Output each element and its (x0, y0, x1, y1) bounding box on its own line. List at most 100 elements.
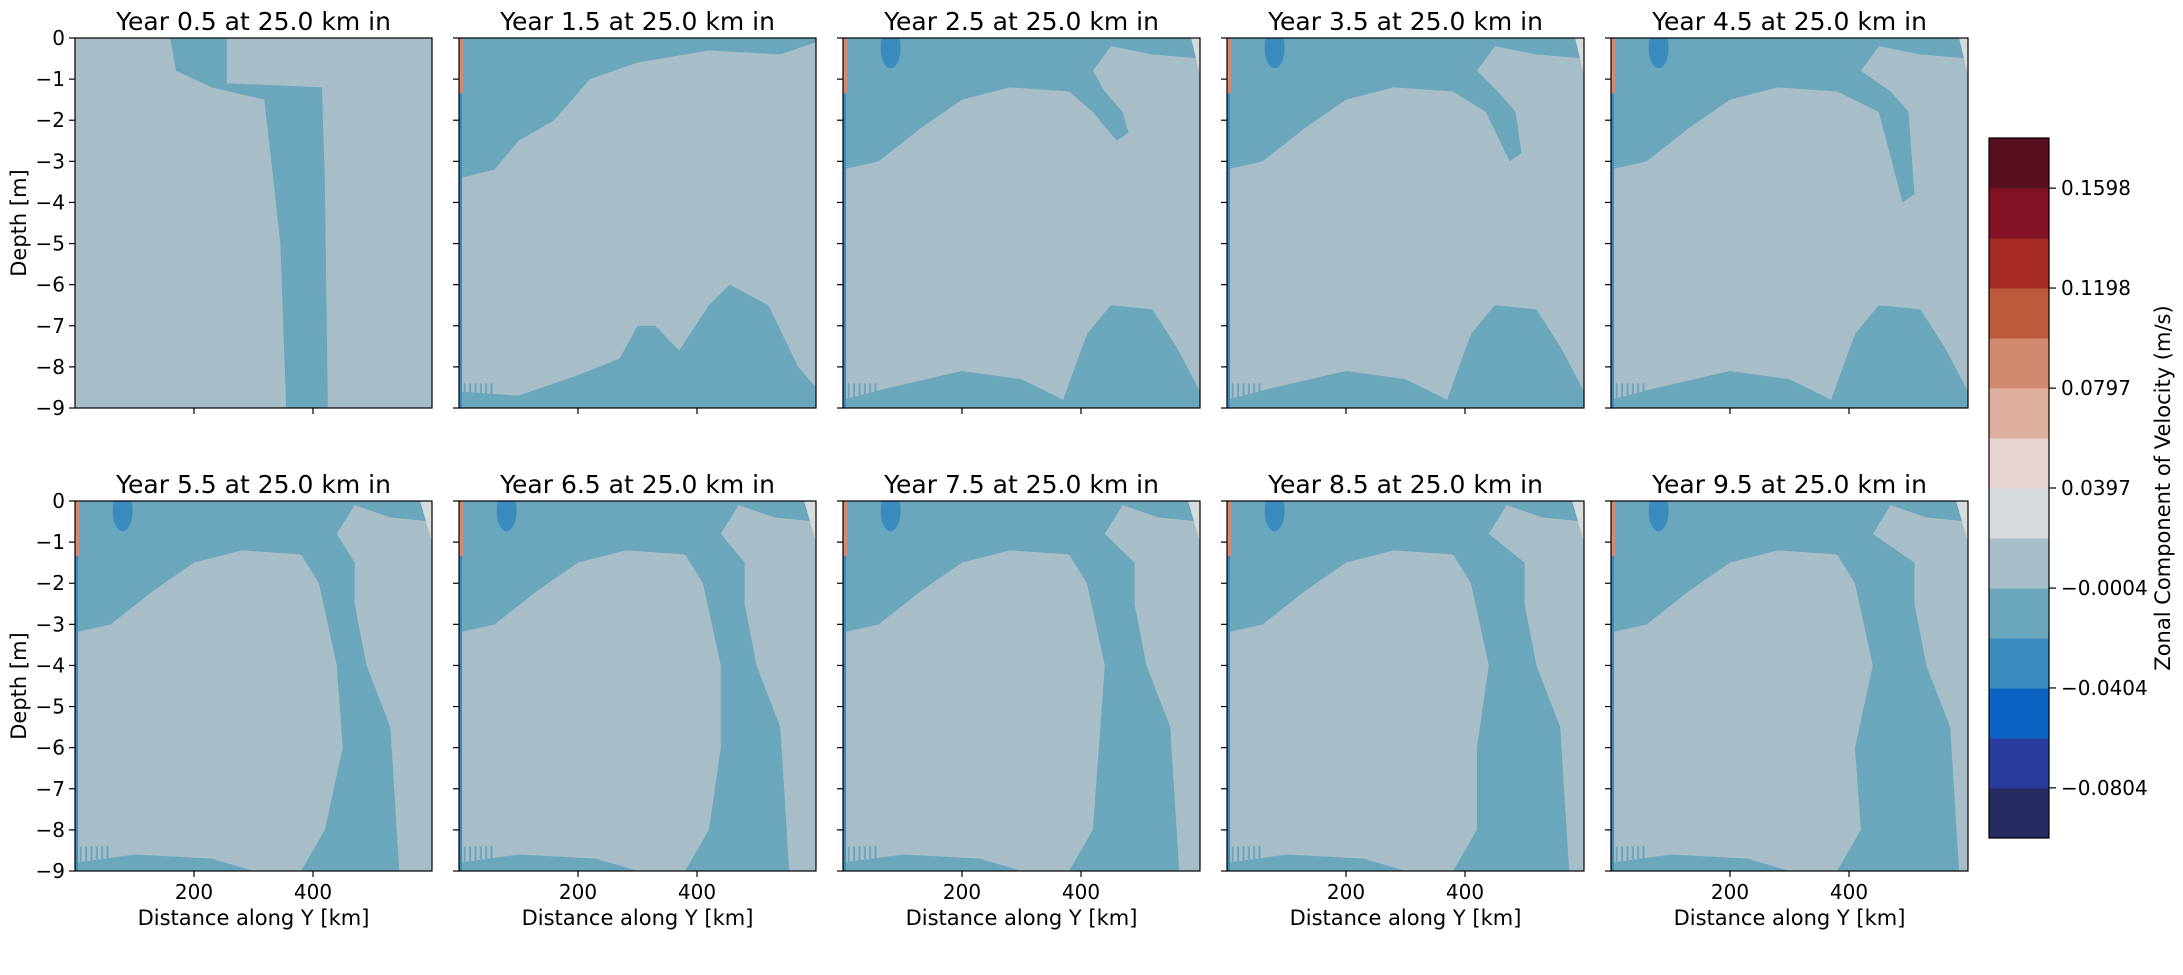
y-tick-label: −8 (36, 818, 65, 842)
bottom-band (1611, 854, 1790, 871)
surface-band (1227, 501, 1584, 871)
corner-positive (804, 501, 816, 543)
boundary-stripe (1258, 846, 1261, 871)
y-tick-label: −1 (36, 530, 65, 554)
edge-strip-warm (1227, 501, 1231, 556)
boundary-stripe (858, 846, 861, 871)
boundary-stripe (106, 846, 109, 871)
boundary-stripe (1621, 501, 1624, 600)
boundary-stripe (1642, 501, 1645, 567)
surface-band (1611, 501, 1968, 871)
boundary-stripe (847, 383, 850, 408)
bottom-band (843, 854, 1022, 871)
panel-title: Year 3.5 at 25.0 km in (1267, 7, 1543, 36)
panel-4: Year 3.5 at 25.0 km in (1221, 7, 1585, 414)
y-tick-label: −7 (36, 314, 65, 338)
panel-3: Year 2.5 at 25.0 km in (837, 7, 1201, 414)
boundary-stripe (1615, 38, 1618, 145)
boundary-stripe (1626, 383, 1629, 408)
boundary-stripe (858, 383, 861, 408)
colorbar-segment (1989, 438, 2049, 489)
panel-title: Year 8.5 at 25.0 km in (1267, 470, 1543, 499)
axes-frame (1610, 500, 1969, 872)
boundary-stripe (1626, 846, 1629, 871)
surface-band (459, 501, 816, 871)
y-axis-label: Depth [m] (7, 169, 31, 276)
axes-frame (74, 500, 433, 872)
y-tick-label: −9 (36, 859, 65, 883)
boundary-stripe (1258, 383, 1261, 408)
colorbar-tick-label: 0.1198 (2061, 276, 2131, 300)
y-tick-label: −2 (36, 108, 65, 132)
boundary-stripe (90, 501, 93, 592)
boundary-stripe (869, 38, 872, 112)
panel-title: Year 4.5 at 25.0 km in (1651, 7, 1927, 36)
colorbar-tick-label: −0.0404 (2061, 676, 2148, 700)
boundary-stripe (847, 846, 850, 871)
boundary-stripe (1642, 38, 1645, 104)
boundary-stripe (1631, 383, 1634, 408)
axes-frame (842, 37, 1201, 409)
boundary-stripe (1242, 383, 1245, 408)
boundary-stripe (869, 383, 872, 408)
x-axis-label: Distance along Y [km] (1674, 906, 1906, 930)
boundary-stripe (1231, 38, 1234, 145)
core-negative (112, 501, 133, 532)
y-tick-label: −4 (36, 190, 65, 214)
velocity-field (843, 38, 1200, 408)
boundary-stripe (95, 501, 98, 584)
boundary-stripe (853, 501, 856, 600)
y-tick-label: −4 (36, 653, 65, 677)
y-tick-label: −7 (36, 777, 65, 801)
colorbar-segment (1989, 288, 2049, 339)
colorbar-segment (1989, 538, 2049, 589)
panel-title: Year 7.5 at 25.0 km in (883, 470, 1159, 499)
bottom-band (1611, 305, 1968, 408)
colorbar-tick-label: 0.0797 (2061, 376, 2131, 400)
corner-positive (1956, 501, 1968, 543)
boundary-stripe (469, 383, 472, 408)
boundary-stripe (463, 383, 466, 408)
velocity-field (75, 38, 432, 408)
boundary-stripe (101, 501, 104, 575)
colorbar-tick-label: −0.0804 (2061, 776, 2148, 800)
bottom-band (1227, 305, 1584, 408)
boundary-stripe (1242, 846, 1245, 871)
boundary-stripe (1237, 501, 1240, 600)
panel-title: Year 0.5 at 25.0 km in (115, 7, 391, 36)
x-axis-label: Distance along Y [km] (522, 906, 754, 930)
boundary-stripe (874, 383, 877, 408)
x-tick-label: 200 (1327, 880, 1365, 904)
surface-band (843, 38, 1200, 170)
boundary-stripe (485, 846, 488, 871)
y-tick-label: 0 (52, 489, 65, 513)
y-tick-label: −5 (36, 232, 65, 256)
velocity-field (1227, 501, 1584, 871)
bottom-band (1227, 854, 1406, 871)
boundary-stripe (485, 501, 488, 575)
edge-strip-warm (75, 501, 79, 556)
corner-positive (1188, 501, 1200, 543)
boundary-stripe (479, 38, 482, 121)
boundary-stripe (79, 846, 82, 871)
boundary-stripe (485, 383, 488, 408)
y-tick-label: −8 (36, 355, 65, 379)
x-axis-label: Distance along Y [km] (906, 906, 1138, 930)
corner-positive (1959, 38, 1968, 75)
y-tick-label: −6 (36, 736, 65, 760)
edge-strip (459, 501, 462, 871)
boundary-stripe (863, 383, 866, 408)
boundary-stripe (1637, 383, 1640, 408)
boundary-stripe (474, 846, 477, 871)
core-negative (1648, 501, 1669, 532)
boundary-stripe (106, 501, 109, 567)
axes-frame (1226, 500, 1585, 872)
boundary-stripe (1637, 38, 1640, 112)
bottom-band (75, 854, 254, 871)
boundary-stripe (847, 501, 850, 608)
core-negative (880, 501, 901, 532)
x-tick-label: 200 (1711, 880, 1749, 904)
core-negative (1264, 501, 1285, 532)
boundary-stripe (474, 383, 477, 408)
boundary-stripe (1247, 501, 1250, 584)
